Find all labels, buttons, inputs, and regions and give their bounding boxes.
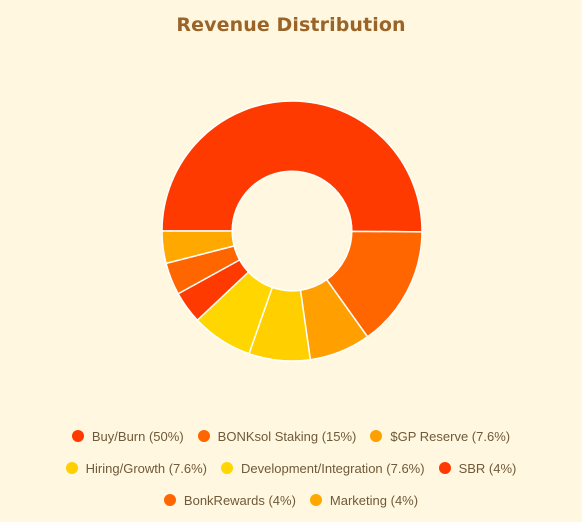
- legend-label-sbr: SBR (4%): [458, 460, 517, 476]
- legend-swatch-marketing: [309, 494, 322, 506]
- legend-item-sbr[interactable]: SBR (4%): [438, 460, 517, 476]
- legend-swatch-sbr: [438, 462, 451, 474]
- legend-swatch-bonkrewards: [163, 494, 176, 506]
- legend-label-bonkrewards: BonkRewards (4%): [183, 492, 296, 508]
- donut-chart: [161, 100, 423, 362]
- legend-swatch-bonksol-staking: [197, 430, 210, 442]
- legend-item-development-integration[interactable]: Development/Integration (7.6%): [221, 461, 425, 476]
- legend-item-hiring-growth[interactable]: Hiring/Growth (7.6%): [65, 460, 208, 476]
- legend-row: Buy/Burn (50%) BONKsol Staking (15%) $GP…: [0, 420, 582, 452]
- legend-label-buy-burn: Buy/Burn (50%): [91, 428, 184, 444]
- chart-legend: Buy/Burn (50%) BONKsol Staking (15%) $GP…: [0, 420, 582, 516]
- legend-item-buy-burn[interactable]: Buy/Burn (50%): [71, 428, 184, 444]
- legend-swatch-development-integration: [221, 462, 234, 474]
- legend-swatch-buy-burn: [71, 430, 84, 442]
- legend-swatch-hiring-growth: [65, 462, 78, 474]
- legend-item-bonkrewards[interactable]: BonkRewards (4%): [163, 492, 296, 508]
- legend-label-marketing: Marketing (4%): [329, 492, 419, 508]
- legend-row: Hiring/Growth (7.6%) Development/Integra…: [0, 452, 582, 484]
- legend-item-marketing[interactable]: Marketing (4%): [309, 492, 419, 508]
- legend-label-hiring-growth: Hiring/Growth (7.6%): [85, 460, 208, 476]
- slice-buy-burn[interactable]: [161, 100, 423, 233]
- legend-label-development-integration: Development/Integration (7.6%): [241, 460, 425, 476]
- slice-marketing[interactable]: [161, 230, 235, 265]
- legend-swatch-gp-reserve: [370, 430, 383, 442]
- legend-label-gp-reserve: $GP Reserve (7.6%): [390, 428, 511, 444]
- legend-row: BonkRewards (4%) Marketing (4%): [0, 484, 582, 516]
- chart-title: Revenue Distribution: [176, 14, 406, 36]
- legend-label-bonksol-staking: BONKsol Staking (15%): [217, 428, 357, 444]
- legend-item-gp-reserve[interactable]: $GP Reserve (7.6%): [370, 429, 510, 444]
- legend-item-bonksol-staking[interactable]: BONKsol Staking (15%): [197, 428, 357, 444]
